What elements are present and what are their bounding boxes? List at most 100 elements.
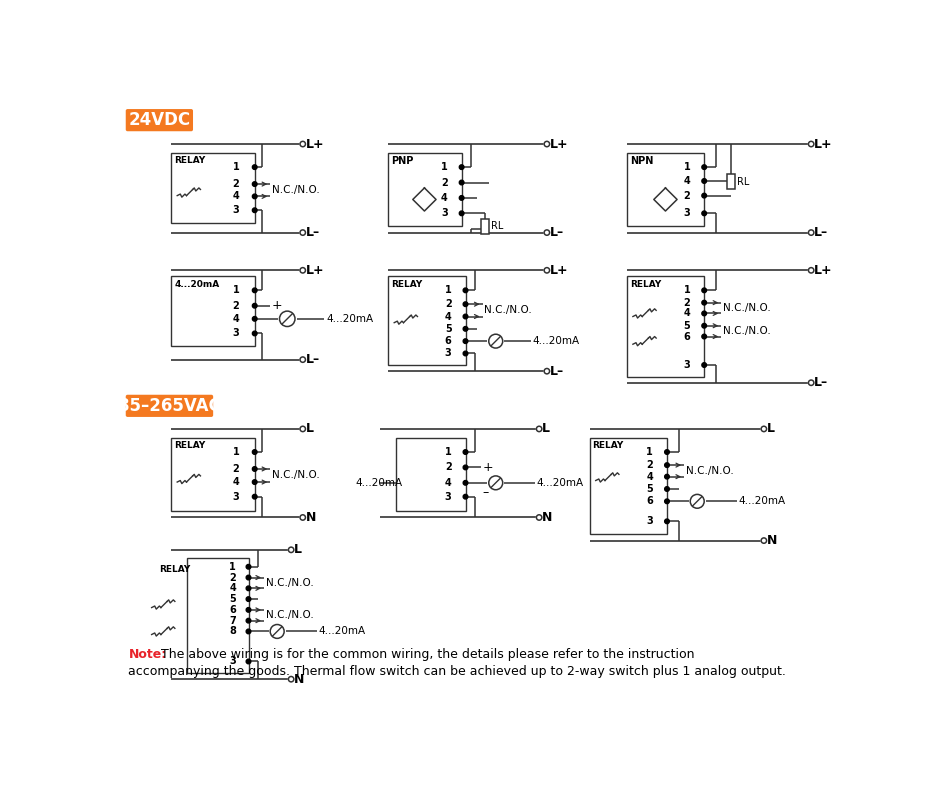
Circle shape (247, 586, 251, 591)
Circle shape (252, 181, 257, 186)
Text: 7: 7 (230, 615, 236, 626)
Text: 4...20mA: 4...20mA (537, 478, 584, 488)
Circle shape (701, 300, 706, 305)
Text: 1: 1 (230, 562, 236, 572)
Text: 4: 4 (233, 191, 239, 201)
Text: 1: 1 (646, 447, 653, 457)
Text: L–: L– (550, 226, 564, 239)
Bar (171, 154, 255, 223)
Text: 1: 1 (233, 447, 239, 457)
Circle shape (463, 314, 468, 319)
Circle shape (252, 288, 257, 293)
Text: 4: 4 (684, 176, 690, 186)
Circle shape (300, 267, 305, 273)
Bar (481, 219, 488, 234)
Text: L+: L+ (305, 263, 324, 277)
Circle shape (665, 486, 670, 491)
Circle shape (247, 564, 251, 569)
Circle shape (463, 481, 468, 485)
Circle shape (252, 480, 257, 485)
Text: RELAY: RELAY (174, 157, 205, 166)
Text: 4: 4 (230, 583, 236, 593)
Text: L: L (767, 423, 775, 435)
Circle shape (247, 607, 251, 612)
Text: N.C./N.O.: N.C./N.O. (723, 326, 771, 336)
Circle shape (809, 380, 814, 385)
Text: N: N (767, 534, 777, 547)
Circle shape (289, 677, 294, 682)
Text: 4...20mA: 4...20mA (356, 478, 403, 488)
Text: 2: 2 (646, 460, 653, 470)
Text: 4...20mA: 4...20mA (533, 336, 580, 346)
Circle shape (460, 196, 464, 201)
Text: 1: 1 (441, 162, 447, 172)
Circle shape (701, 288, 706, 293)
Text: N: N (305, 511, 317, 524)
Circle shape (545, 142, 549, 146)
Text: 2: 2 (441, 178, 447, 188)
Circle shape (463, 302, 468, 306)
Circle shape (247, 629, 251, 634)
Text: 3: 3 (445, 349, 451, 358)
Text: 3: 3 (646, 517, 653, 526)
Text: 3: 3 (233, 205, 239, 215)
Text: 4: 4 (684, 308, 690, 318)
Circle shape (300, 515, 305, 520)
Text: 6: 6 (646, 497, 653, 506)
Text: 6: 6 (445, 336, 451, 346)
Text: 3: 3 (684, 360, 690, 370)
Circle shape (809, 230, 814, 236)
Text: 5: 5 (230, 594, 236, 604)
Text: L–: L– (550, 365, 564, 377)
Text: 2: 2 (684, 298, 690, 307)
Circle shape (252, 450, 257, 455)
Circle shape (536, 426, 542, 431)
Text: accompanying the goods. Thermal flow switch can be achieved up to 2-way switch p: accompanying the goods. Thermal flow swi… (128, 665, 786, 678)
Circle shape (761, 538, 767, 544)
Text: 2: 2 (684, 190, 690, 201)
Text: 6: 6 (684, 331, 690, 341)
Circle shape (252, 317, 257, 321)
Text: L+: L+ (305, 138, 324, 150)
Text: 4: 4 (233, 477, 239, 487)
Text: 1: 1 (445, 285, 451, 295)
Text: L+: L+ (814, 263, 833, 277)
Bar (396, 438, 465, 511)
Text: 1: 1 (445, 447, 451, 457)
Text: 5: 5 (646, 484, 653, 494)
Text: 2: 2 (445, 299, 451, 309)
Bar (171, 276, 255, 345)
Bar (171, 438, 255, 511)
Text: 2: 2 (233, 179, 239, 189)
Text: 5: 5 (445, 324, 451, 334)
Circle shape (665, 462, 670, 467)
Circle shape (252, 165, 257, 170)
Circle shape (701, 211, 706, 216)
Text: 8: 8 (229, 626, 236, 637)
Circle shape (665, 499, 670, 504)
Bar (388, 154, 461, 226)
Circle shape (536, 515, 542, 520)
Circle shape (463, 288, 468, 293)
Text: 1: 1 (233, 162, 239, 172)
Circle shape (247, 597, 251, 602)
Text: N.C./N.O.: N.C./N.O. (686, 466, 733, 475)
Text: L+: L+ (550, 263, 569, 277)
Circle shape (252, 494, 257, 499)
Circle shape (252, 194, 257, 199)
Bar (728, 174, 735, 189)
Text: 4: 4 (445, 311, 451, 322)
Circle shape (701, 323, 706, 328)
Text: 2: 2 (230, 572, 236, 583)
Text: N.C./N.O.: N.C./N.O. (272, 185, 319, 195)
Bar (627, 276, 704, 377)
Circle shape (247, 618, 251, 623)
Text: N.C./N.O.: N.C./N.O. (265, 611, 313, 620)
Circle shape (488, 334, 502, 348)
Circle shape (463, 339, 468, 343)
Bar (589, 438, 667, 534)
Circle shape (279, 311, 295, 326)
Text: L–: L– (814, 226, 828, 239)
Text: 4...20mA: 4...20mA (738, 497, 785, 506)
Circle shape (252, 303, 257, 308)
